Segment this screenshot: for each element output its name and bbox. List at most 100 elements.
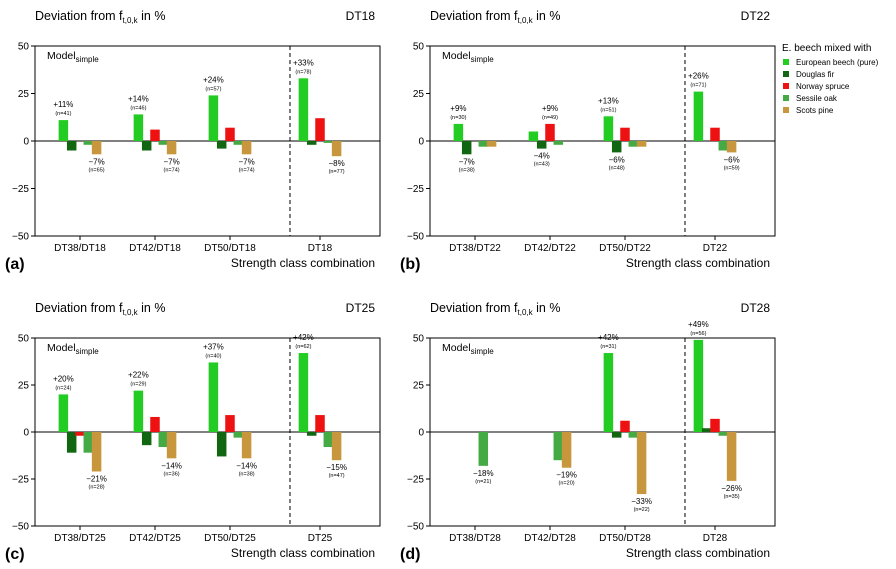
bar-annotation-pct: −7% xyxy=(163,157,179,166)
bar-annotation-pct: −14% xyxy=(161,461,182,470)
y-tick-label: 50 xyxy=(413,334,425,345)
model-label: Modelsimple xyxy=(442,342,494,356)
legend-swatch xyxy=(783,83,789,89)
panel-letter: (a) xyxy=(5,256,25,273)
bar xyxy=(478,432,489,466)
bar xyxy=(545,123,555,141)
bar-annotation-pct: −4% xyxy=(534,152,550,161)
bar-annotation-n: (n=38) xyxy=(459,167,475,173)
bar-annotation-pct: +49% xyxy=(688,320,709,329)
bar xyxy=(726,141,737,153)
bar xyxy=(216,432,227,457)
bar xyxy=(726,432,737,481)
bar xyxy=(150,129,160,141)
x-tick-label: DT42/DT18 xyxy=(129,243,181,254)
bar-annotation-n: (n=30) xyxy=(450,115,466,121)
bar-annotation-pct: −18% xyxy=(473,469,494,478)
bar xyxy=(66,432,77,453)
y-tick-label: 0 xyxy=(23,137,29,148)
legend-item: European beech (pure) xyxy=(783,58,879,67)
bar-annotation-pct: +20% xyxy=(53,374,74,383)
bar-annotation-pct: +42% xyxy=(598,333,619,342)
bar xyxy=(298,78,309,141)
bar-annotation-pct: +42% xyxy=(293,333,314,342)
bar-annotation-n: (n=74) xyxy=(164,167,180,173)
panel-name: DT22 xyxy=(741,9,771,23)
x-axis-label: Strength class combination xyxy=(231,256,375,270)
legend-swatch xyxy=(783,59,789,65)
bar-annotation-pct: −6% xyxy=(723,155,739,164)
bar-annotation-n: (n=21) xyxy=(475,479,491,485)
bar-annotation-n: (n=40) xyxy=(205,353,221,359)
bar xyxy=(166,432,177,459)
bar-annotation-pct: +9% xyxy=(542,104,558,113)
bar xyxy=(331,141,342,157)
bar xyxy=(141,432,152,446)
title-tail: in % xyxy=(533,301,561,315)
bar-annotation-pct: −7% xyxy=(88,157,104,166)
legend-label: Norway spruce xyxy=(796,82,850,91)
legend-label: Sessile oak xyxy=(796,94,838,103)
x-axis-label: Strength class combination xyxy=(626,256,770,270)
title-tail: in % xyxy=(138,301,166,315)
bar-annotation-n: (n=29) xyxy=(130,382,146,388)
bar xyxy=(528,131,539,141)
y-tick-label: 0 xyxy=(418,428,424,439)
x-tick-label: DT18 xyxy=(308,243,333,254)
bar xyxy=(233,141,244,145)
y-tick-label: −50 xyxy=(407,232,424,243)
bar xyxy=(323,432,334,448)
bar xyxy=(718,141,729,151)
bar xyxy=(710,418,720,432)
legend-swatch xyxy=(783,107,789,113)
panel-letter: (d) xyxy=(400,546,420,563)
model-subscript: simple xyxy=(471,347,495,356)
bar xyxy=(66,141,77,151)
y-tick-label: −50 xyxy=(407,522,424,533)
bar xyxy=(323,141,334,143)
y-tick-label: −25 xyxy=(12,475,29,486)
y-tick-label: 25 xyxy=(413,89,425,100)
bar-annotation-n: (n=35) xyxy=(724,494,740,500)
bar xyxy=(461,141,472,155)
bar-annotation-n: (n=43) xyxy=(534,162,550,168)
bar xyxy=(306,141,317,145)
model-main: Model xyxy=(47,50,76,62)
x-tick-label: DT38/DT22 xyxy=(449,243,501,254)
bar xyxy=(133,114,144,141)
bar xyxy=(693,91,704,141)
bar-annotation-n: (n=49) xyxy=(542,115,558,121)
bar-annotation-pct: +9% xyxy=(450,104,466,113)
bar-annotation-pct: −7% xyxy=(238,157,254,166)
chart-panel-a: Deviation from ft,0,k in % DT18 50 25 0 −25 −5… xyxy=(5,9,381,273)
chart-panel-d: Deviation from ft,0,k in % DT28 50 25 0 −25 −5… xyxy=(400,301,776,563)
bar xyxy=(553,141,564,145)
bar xyxy=(620,127,630,141)
y-tick-label: 50 xyxy=(18,42,30,53)
bar-annotation-n: (n=24) xyxy=(55,385,71,391)
bar xyxy=(75,432,85,436)
y-tick-label: 25 xyxy=(18,89,30,100)
bar-annotation-n: (n=22) xyxy=(634,507,650,513)
bar-annotation-n: (n=31) xyxy=(600,344,616,350)
bar-annotation-n: (n=59) xyxy=(724,165,740,171)
x-tick-label: DT25 xyxy=(308,533,333,544)
y-tick-label: 50 xyxy=(413,42,425,53)
panel-name: DT18 xyxy=(346,9,376,23)
title-main: Deviation from f xyxy=(430,9,518,23)
model-label: Modelsimple xyxy=(442,50,494,64)
bar-annotation-pct: −7% xyxy=(459,157,475,166)
x-tick-label: DT38/DT18 xyxy=(54,243,106,254)
x-tick-label: DT38/DT28 xyxy=(449,533,501,544)
bar xyxy=(636,432,647,495)
bar xyxy=(216,141,227,149)
legend-item: Scots pine xyxy=(783,106,834,115)
y-tick-label: −50 xyxy=(12,232,29,243)
model-main: Model xyxy=(442,342,471,354)
bar xyxy=(486,141,497,147)
title-tail: in % xyxy=(533,9,561,23)
bar-annotation-n: (n=57) xyxy=(205,86,221,92)
x-axis-label: Strength class combination xyxy=(231,546,375,560)
bar-annotation-pct: +13% xyxy=(598,96,619,105)
